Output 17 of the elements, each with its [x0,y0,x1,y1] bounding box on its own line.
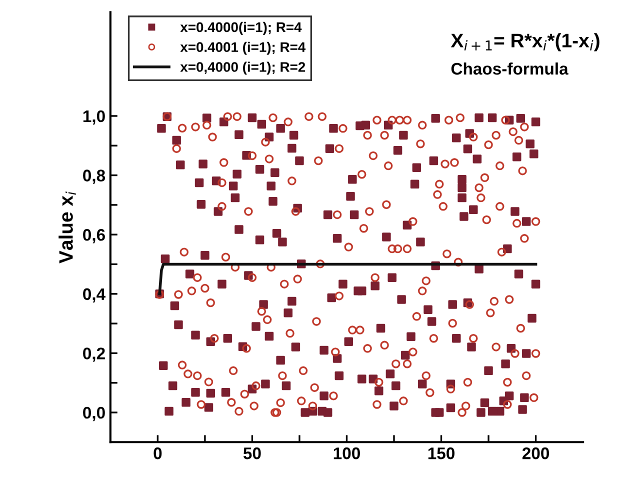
legend-label: x=0.4000(i=1); R=4 [180,22,302,35]
y-axis-title: Value x$_{i}$ [58,192,76,264]
y-tick-label: 0,4 [83,288,106,302]
x-tick-label: 50 [243,447,261,460]
legend-label: x=0,4000 (i=1); R=2 [180,62,306,75]
annotation: X$_{i+1}$= R*x$_{i}$*(1-x$_{i}$) [450,33,600,52]
y-tick-label: 1,0 [83,110,105,125]
x-tick-label: 150 [428,447,454,460]
x-tick-label: 0 [154,447,162,460]
annotation: Chaos-formula [451,62,568,75]
y-tick-label: 0,6 [83,228,105,244]
y-tick-label: 0,0 [83,406,105,422]
legend-label: x=0.4001 (i=1); R=4 [180,42,306,55]
x-tick-label: 200 [522,447,550,460]
x-tick-label: 100 [334,447,360,460]
y-tick-label: 0,8 [83,170,106,184]
y-tick-label: 0,2 [83,348,105,362]
